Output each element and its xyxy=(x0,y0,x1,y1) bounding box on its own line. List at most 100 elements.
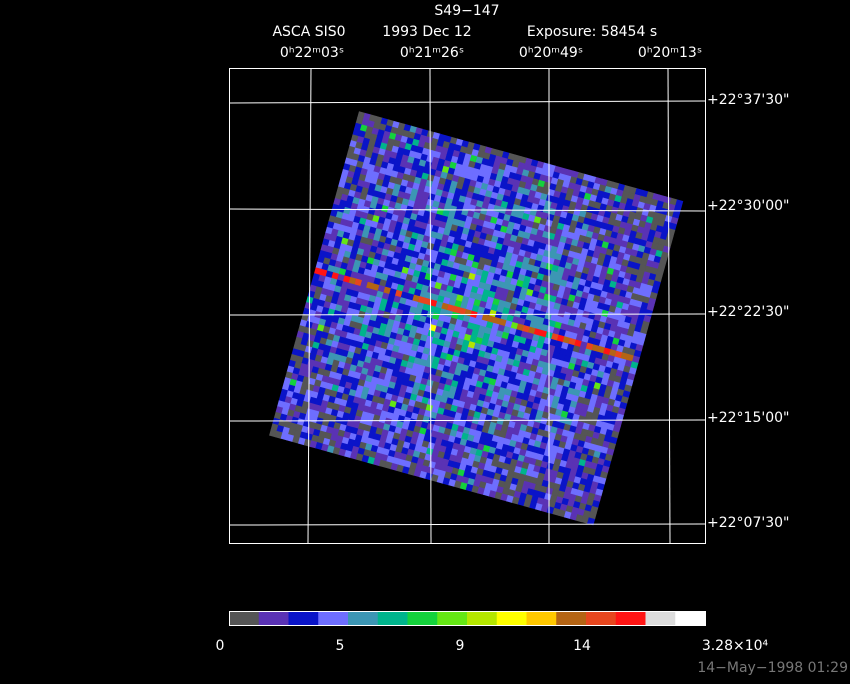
image-cell xyxy=(372,190,381,199)
image-cell xyxy=(617,251,626,260)
image-cell xyxy=(346,375,355,384)
image-cell xyxy=(411,344,420,353)
image-cell xyxy=(591,500,600,509)
image-cell xyxy=(467,297,476,306)
image-cell xyxy=(596,439,605,448)
image-cell xyxy=(537,335,546,344)
image-cell xyxy=(383,354,392,363)
image-cell xyxy=(609,280,618,289)
image-cell xyxy=(307,402,316,411)
image-cell xyxy=(486,476,495,485)
image-cell xyxy=(507,264,516,273)
image-cell xyxy=(429,255,438,264)
image-cell xyxy=(618,382,627,391)
image-cell xyxy=(561,248,570,257)
image-cell xyxy=(381,292,390,301)
image-cell xyxy=(569,400,578,409)
image-cell xyxy=(606,448,615,457)
image-cell xyxy=(357,223,366,232)
image-cell xyxy=(352,196,361,205)
image-cell xyxy=(521,349,530,358)
image-cell xyxy=(603,391,612,400)
image-cell xyxy=(507,489,516,498)
image-cell xyxy=(342,231,351,240)
image-cell xyxy=(404,186,413,195)
image-cell xyxy=(476,443,485,452)
image-cell xyxy=(365,350,374,359)
image-cell xyxy=(629,342,638,351)
image-cell xyxy=(534,166,543,175)
image-cell xyxy=(573,476,582,485)
image-cell xyxy=(498,162,507,171)
image-cell xyxy=(458,238,467,247)
image-cell xyxy=(451,174,460,183)
image-cell xyxy=(299,387,308,396)
image-cell xyxy=(295,355,304,364)
image-cell xyxy=(577,371,586,380)
image-cell xyxy=(517,429,526,438)
image-cell xyxy=(463,221,472,230)
image-cell xyxy=(502,282,511,291)
image-cell xyxy=(320,287,329,296)
image-cell xyxy=(558,328,567,337)
image-cell xyxy=(623,340,632,349)
image-cell xyxy=(396,439,405,448)
image-cell xyxy=(577,327,586,336)
image-cell xyxy=(365,306,374,315)
image-cell xyxy=(288,403,297,412)
image-cell xyxy=(415,326,424,335)
image-cell xyxy=(471,485,480,494)
image-cell xyxy=(365,374,374,383)
image-cell xyxy=(330,408,339,417)
image-cell xyxy=(387,250,396,259)
image-cell xyxy=(499,405,508,414)
image-cell xyxy=(630,292,639,301)
image-cell xyxy=(599,271,608,280)
image-cell xyxy=(474,473,483,482)
image-cell xyxy=(615,325,624,334)
image-cell xyxy=(659,232,668,241)
image-cell xyxy=(588,511,597,520)
image-cell xyxy=(287,384,296,393)
image-cell xyxy=(559,391,568,400)
image-cell xyxy=(591,300,600,309)
image-cell xyxy=(513,378,522,387)
image-cell xyxy=(441,165,450,174)
image-cell xyxy=(483,239,492,248)
image-cell xyxy=(358,217,367,226)
image-cell xyxy=(375,271,384,280)
image-cell xyxy=(537,472,546,481)
image-cell xyxy=(339,398,348,407)
image-cell xyxy=(434,437,443,446)
image-cell xyxy=(549,407,558,416)
image-cell xyxy=(490,347,499,356)
image-cell xyxy=(350,246,359,255)
image-cell xyxy=(655,249,664,258)
image-cell xyxy=(534,347,543,356)
image-cell xyxy=(474,293,483,302)
image-cell xyxy=(410,325,419,334)
image-cell xyxy=(413,201,422,210)
image-cell xyxy=(470,242,479,251)
image-cell xyxy=(423,210,432,219)
image-cell xyxy=(565,393,574,402)
image-cell xyxy=(516,211,525,220)
image-cell xyxy=(470,198,479,207)
image-cell xyxy=(400,428,409,437)
image-cell xyxy=(323,413,332,422)
image-cell xyxy=(562,180,571,189)
image-cell xyxy=(520,374,529,383)
image-cell xyxy=(531,202,540,211)
image-cell xyxy=(559,459,568,468)
image-cell xyxy=(505,183,514,192)
image-cell xyxy=(338,404,347,413)
image-cell xyxy=(340,374,349,383)
image-cell xyxy=(537,291,546,300)
image-cell xyxy=(440,439,449,448)
image-cell xyxy=(551,333,560,342)
image-cell xyxy=(449,429,458,438)
image-cell xyxy=(365,169,374,178)
image-cell xyxy=(527,326,536,335)
image-cell xyxy=(350,159,359,168)
image-cell xyxy=(597,345,606,354)
